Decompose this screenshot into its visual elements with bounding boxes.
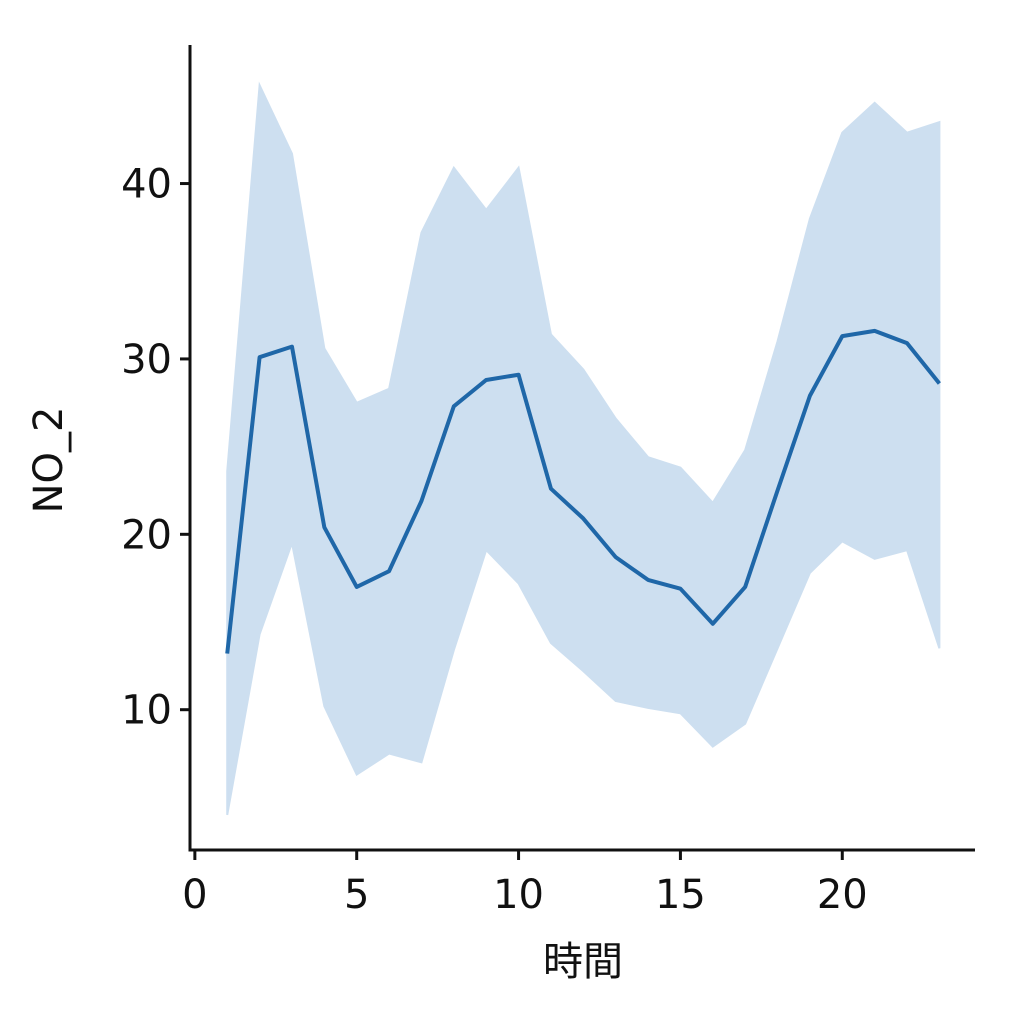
x-tick-label: 5 bbox=[344, 872, 369, 918]
x-tick-label: 10 bbox=[493, 872, 544, 918]
y-tick-label: 20 bbox=[121, 512, 172, 558]
y-tick-label: 30 bbox=[121, 337, 172, 383]
y-axis-label: NO_2 bbox=[26, 407, 72, 514]
x-tick-label: 20 bbox=[817, 872, 868, 918]
y-tick-label: 40 bbox=[121, 162, 172, 208]
x-axis-label: 時間 bbox=[543, 939, 623, 985]
line bbox=[225, 328, 941, 654]
x-tick-label: 15 bbox=[655, 872, 706, 918]
x-tick-label: 0 bbox=[182, 872, 207, 918]
confidence-band bbox=[226, 81, 941, 816]
y-tick-label: 10 bbox=[121, 688, 172, 734]
